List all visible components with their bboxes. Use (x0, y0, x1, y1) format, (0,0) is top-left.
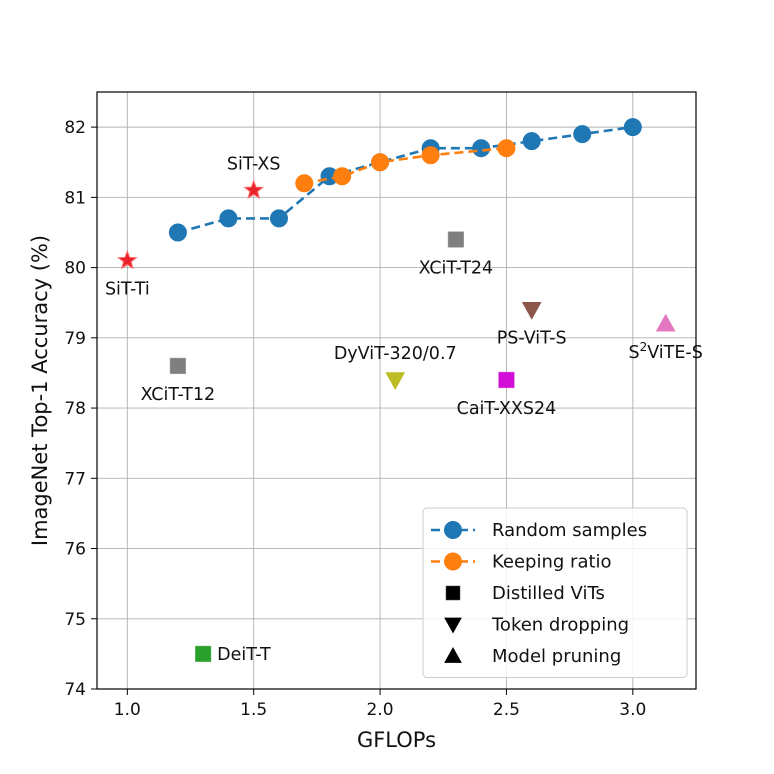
legend-marker (445, 585, 461, 601)
series-point (573, 125, 592, 144)
model-point (655, 313, 676, 332)
legend-marker (444, 521, 462, 539)
y-tick-label: 82 (64, 118, 86, 138)
legend-label: Model pruning (492, 646, 621, 667)
legend-label: Keeping ratio (492, 552, 612, 573)
x-tick-label: 2.0 (367, 700, 394, 720)
model-label: DeiT-T (217, 645, 271, 665)
model-label: XCiT-T12 (141, 385, 216, 405)
model-label: CaiT-XXS24 (457, 399, 557, 419)
series-point (371, 153, 390, 172)
series-point (219, 209, 238, 228)
legend-label: Token dropping (491, 615, 629, 636)
model-label-superscript: 2 (640, 340, 648, 354)
series-point (333, 167, 352, 186)
model-point (169, 357, 187, 375)
model-point (385, 372, 406, 390)
y-tick-label: 74 (64, 680, 86, 700)
y-tick-label: 80 (64, 259, 86, 279)
model-label: SiT-Ti (105, 280, 150, 300)
series-point (168, 223, 187, 242)
legend-marker (444, 552, 462, 571)
model-label-part: S (628, 343, 639, 363)
series-point (269, 209, 288, 228)
series-point (295, 174, 314, 193)
y-tick-label: 78 (64, 399, 86, 419)
points-layer: SiT-Ti SiT-XS XCiT-T12 XCiT-T24 DyViT-320/0.… (105, 154, 703, 665)
series-line (177, 125, 633, 234)
series-layer (168, 118, 642, 242)
model-point (243, 179, 265, 200)
series-point (522, 132, 541, 151)
model-label: S2ViTE-S (628, 340, 702, 363)
y-tick-label: 77 (64, 469, 86, 489)
axes-frame (96, 91, 697, 690)
x-axis-label: GFLOPs (357, 728, 436, 752)
model-label: DyViT-320/0.7 (334, 344, 457, 364)
y-tick-label: 79 (64, 329, 86, 349)
x-tick-label: 1.0 (114, 700, 141, 720)
series-point (623, 118, 642, 137)
x-tick-label: 2.5 (493, 700, 520, 720)
series-point (497, 139, 516, 158)
y-tick-label: 75 (64, 610, 86, 630)
y-axis-label: ImageNet Top-1 Accuracy (%) (28, 235, 52, 546)
model-point (195, 645, 212, 663)
series-point (421, 146, 440, 165)
model-label: PS-ViT-S (497, 329, 567, 349)
series-point (472, 139, 491, 158)
legend-box (422, 507, 688, 678)
y-tick-label: 76 (64, 540, 86, 560)
legend-label: Random samples (492, 520, 647, 541)
model-point (498, 371, 515, 389)
x-tick-label: 1.5 (240, 700, 267, 720)
legend-marker (444, 646, 462, 663)
model-point (521, 302, 542, 320)
legend: Random samples Keeping ratio Distilled ViT… (422, 507, 688, 678)
model-point (447, 231, 465, 248)
ticks: 1.0 1.5 2.0 2.5 3.0 74 75 76 77 78 79 80 81 82 (64, 118, 646, 720)
legend-label: Distilled ViTs (492, 583, 605, 604)
model-label-part: ViTE-S (647, 343, 703, 363)
y-tick-label: 81 (64, 188, 86, 208)
model-label: SiT-XS (227, 154, 281, 174)
series-line (303, 146, 507, 185)
x-tick-label: 3.0 (619, 700, 646, 720)
legend-marker (444, 617, 462, 634)
model-point (116, 249, 138, 270)
model-label: XCiT-T24 (419, 258, 494, 278)
